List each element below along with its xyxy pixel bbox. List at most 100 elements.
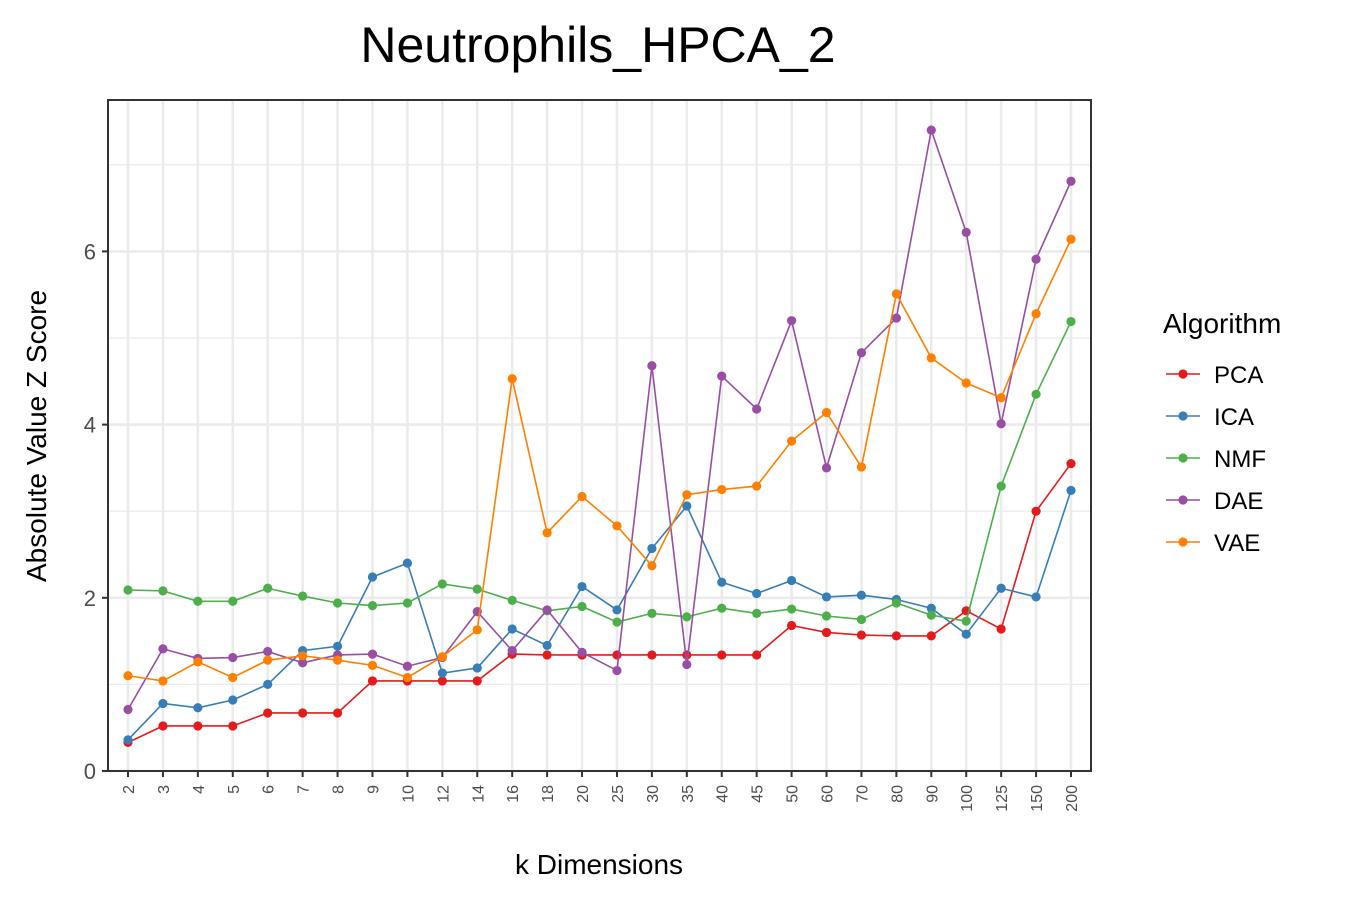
y-tick-label: 0 [84,759,96,784]
data-point [926,603,936,613]
data-point [891,631,901,641]
data-point [752,650,762,660]
series-line [127,238,1072,682]
x-tick-label: 2 [121,785,138,794]
data-point [367,676,378,686]
data-point [437,652,447,662]
data-point [856,348,867,358]
data-point [542,650,552,660]
data-point [752,588,762,599]
data-point [996,481,1006,491]
data-point [298,708,308,718]
data-point [717,371,727,381]
data-point [786,436,797,446]
series-dae [123,125,1076,715]
x-tick-label: 4 [191,785,208,794]
data-point [123,735,133,745]
x-tick-label: 150 [1029,785,1046,812]
legend-title: Algorithm [1163,308,1281,339]
x-tick-label: 7 [296,785,313,794]
x-tick-label: 8 [331,785,348,794]
data-point [717,603,727,613]
x-tick-label: 10 [400,785,417,803]
data-point [1031,506,1041,516]
legend-label: DAE [1214,488,1263,515]
data-point [332,708,343,718]
data-point [856,590,867,600]
data-point [996,419,1006,429]
series-pca [123,458,1076,748]
data-point [402,598,413,608]
data-point [996,583,1006,593]
data-point [821,627,832,638]
gridlines [108,100,1091,773]
legend-label: VAE [1214,530,1260,557]
data-point [682,659,692,670]
legend-label: NMF [1214,446,1266,473]
x-tick-label: 6 [261,785,278,794]
y-axis-title: Absolute Value Z Score [21,290,52,582]
data-point [263,583,273,593]
data-point [1031,254,1041,264]
data-point [263,655,273,665]
x-tick-label: 14 [470,785,487,803]
data-point [193,703,203,713]
data-point [263,646,273,657]
legend-item-pca: PCA [1166,362,1263,389]
data-point [647,361,657,371]
data-point [158,586,168,596]
x-tick-label: 20 [575,785,592,803]
data-point [472,676,482,686]
data-point [332,655,343,665]
series-ica [123,485,1076,745]
data-point [298,651,308,661]
data-point [926,610,936,620]
data-point [577,647,587,657]
data-point [1031,389,1041,399]
data-point [647,543,657,554]
data-point [577,581,587,592]
data-point [682,612,692,622]
legend-marker [1178,369,1188,379]
data-point [228,596,238,606]
data-point [158,676,168,686]
data-point [961,227,971,237]
data-point [437,668,447,678]
legend-marker [1178,453,1188,463]
series-vae [123,234,1076,686]
data-point [752,608,762,618]
data-point [437,676,447,686]
data-point [961,629,971,639]
data-point [926,125,936,135]
x-tick-label: 5 [226,785,243,794]
data-point [472,625,482,635]
data-point [786,604,797,614]
data-point [752,404,762,414]
x-tick-label: 45 [750,785,767,803]
data-point [717,484,727,495]
data-point [402,558,413,568]
data-point [856,630,867,640]
data-point [193,721,203,731]
data-point [1066,176,1076,186]
data-point [1031,309,1041,319]
legend-item-nmf: NMF [1166,446,1266,473]
series-nmf [123,316,1076,627]
series-line [127,321,1072,623]
data-point [437,579,447,589]
x-tick-label: 200 [1064,785,1081,812]
data-point [821,407,832,418]
data-point [1031,592,1041,602]
data-point [682,501,692,511]
x-tick-label: 40 [715,785,732,803]
x-axis: 2 3 4 5 6 7 8 9 10 12 14 16 18 20 25 30 35 40 45 50 60 70 80 90… [121,771,1081,812]
x-tick-label: 90 [924,785,941,803]
data-point [123,585,133,595]
data-point [1066,485,1076,496]
x-tick-label: 9 [365,785,382,794]
data-point [158,721,168,731]
data-point [332,641,343,651]
legend-item-dae: DAE [1166,488,1263,515]
data-point [367,600,378,611]
data-point [507,646,517,656]
